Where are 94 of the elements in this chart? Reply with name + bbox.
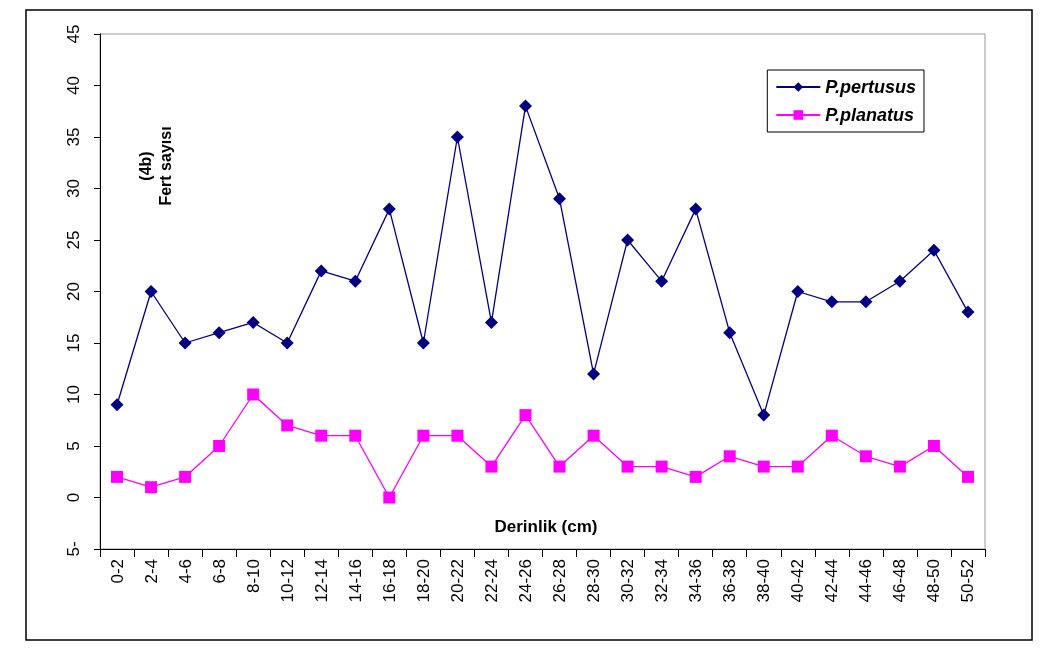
point [757, 408, 771, 422]
y-tick-label: 30 [64, 179, 83, 198]
x-tick-label: 40-42 [788, 559, 808, 603]
x-tick-label: 46-48 [890, 559, 910, 603]
point [825, 295, 839, 309]
x-tick-label: 26-28 [550, 559, 570, 603]
x-tick-label: 34-36 [686, 559, 706, 603]
point [825, 429, 838, 442]
x-tick-label: 48-50 [924, 559, 944, 603]
x-axis-title: Derinlik (cm) [494, 516, 598, 536]
x-tick-label: 4-6 [175, 559, 195, 584]
point [621, 233, 635, 247]
y-tick-label: 10 [64, 385, 83, 404]
point [179, 470, 192, 483]
point [587, 429, 600, 442]
point [213, 440, 226, 452]
x-tick-label: 36-38 [720, 559, 740, 603]
x-tick-label: 50-52 [958, 559, 978, 603]
point [246, 315, 260, 329]
point [723, 326, 737, 340]
point [961, 305, 975, 319]
point [791, 460, 804, 473]
point [655, 274, 669, 288]
x-tick-label: 38-40 [754, 559, 774, 603]
point [723, 450, 736, 463]
legend-label: P.pertusus [825, 77, 916, 97]
y-tick-label: 5 [64, 441, 83, 451]
x-tick-label: 24-26 [515, 559, 535, 603]
point [144, 285, 158, 298]
point [927, 440, 940, 452]
point [689, 202, 703, 216]
point [111, 470, 124, 483]
point [893, 274, 907, 288]
point [518, 99, 532, 113]
point [757, 460, 770, 473]
x-tick-label: 30-32 [618, 559, 638, 603]
point [791, 285, 805, 298]
x-tick-label: 18-20 [413, 559, 433, 603]
x-tick-label: 10-12 [277, 559, 297, 603]
point [587, 367, 601, 381]
point [621, 460, 634, 473]
point [519, 409, 532, 422]
x-tick-label: 20-22 [447, 559, 467, 603]
x-tick-label: 28-30 [584, 559, 604, 603]
y-tick-label: 0 [64, 492, 83, 503]
point [315, 429, 328, 442]
point [450, 130, 464, 144]
point [553, 460, 566, 473]
x-tick-label: 16-18 [379, 559, 399, 603]
point [314, 264, 328, 278]
point [485, 460, 498, 473]
point [553, 192, 567, 206]
y-tick-label: 20 [64, 282, 83, 301]
x-tick-label: 12-14 [311, 559, 331, 603]
y-tick-label: 5- [64, 541, 83, 557]
x-tick-label: 0-2 [107, 559, 127, 584]
point [280, 336, 294, 350]
point [348, 274, 362, 288]
point [110, 398, 124, 412]
point [893, 460, 906, 473]
point [349, 429, 362, 442]
x-tick-label: 8-10 [243, 559, 263, 594]
point [281, 419, 294, 432]
point [859, 450, 872, 463]
point [484, 315, 498, 329]
point [417, 429, 430, 442]
x-tick-label: 42-44 [822, 559, 842, 603]
y-tick-label: 45 [64, 24, 83, 44]
x-tick-label: 32-34 [652, 559, 672, 603]
point [451, 429, 464, 442]
point [859, 295, 873, 309]
point [145, 481, 158, 494]
x-tick-label: 2-4 [141, 559, 161, 584]
y-tick-label: 25 [64, 230, 83, 250]
x-tick-label: 6-8 [209, 559, 229, 584]
y-tick-label: 40 [64, 76, 83, 95]
legend-label: P.planatus [825, 105, 914, 125]
x-tick-label: 14-16 [345, 559, 365, 603]
y-axis-title: Fert sayısı [156, 126, 174, 206]
x-tick-label: 44-46 [856, 559, 876, 603]
point [383, 491, 396, 504]
point [382, 202, 396, 216]
point [689, 470, 702, 483]
point [961, 470, 974, 483]
point [178, 336, 192, 350]
point [212, 326, 226, 340]
point [655, 460, 668, 473]
annotation: (4b) [136, 151, 154, 181]
y-tick-label: 35 [64, 127, 83, 147]
point [416, 336, 430, 350]
y-tick-label: 15 [64, 333, 83, 353]
point [247, 388, 260, 401]
point [927, 243, 941, 257]
x-tick-label: 22-24 [481, 559, 501, 603]
